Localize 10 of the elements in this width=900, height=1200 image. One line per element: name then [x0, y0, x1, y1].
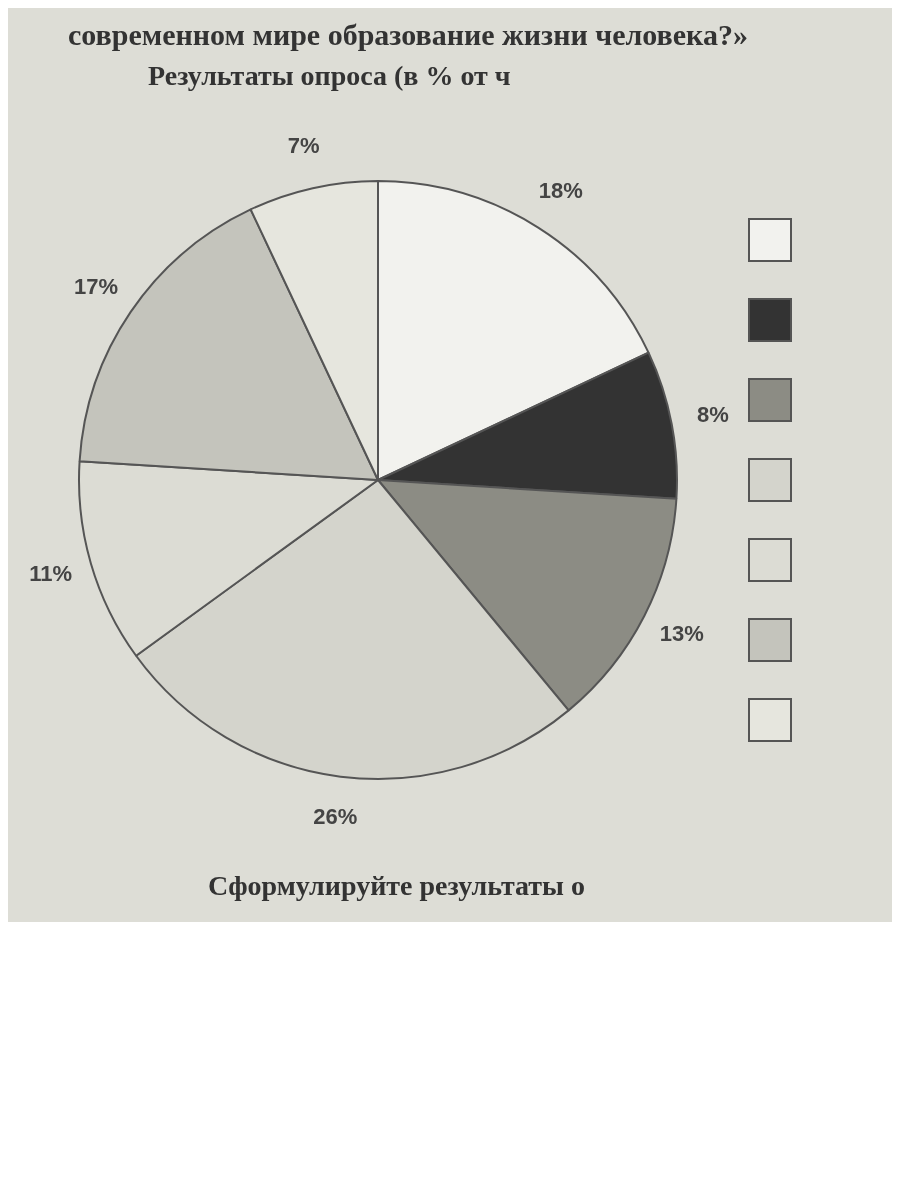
data-label: 26% — [313, 804, 358, 830]
data-label: 8% — [697, 402, 729, 428]
data-label: 7% — [287, 133, 320, 159]
data-label: 11% — [29, 561, 72, 587]
chart-title: современном мире образование жизни человека?» — [67, 18, 749, 52]
text: Сформулируйте результаты о — [207, 869, 586, 903]
data-label: 18% — [538, 178, 583, 204]
data-label: 17% — [73, 274, 118, 300]
chart-subtitle: Результаты опроса (в % от ч — [147, 59, 512, 93]
data-label: 13% — [659, 620, 704, 646]
